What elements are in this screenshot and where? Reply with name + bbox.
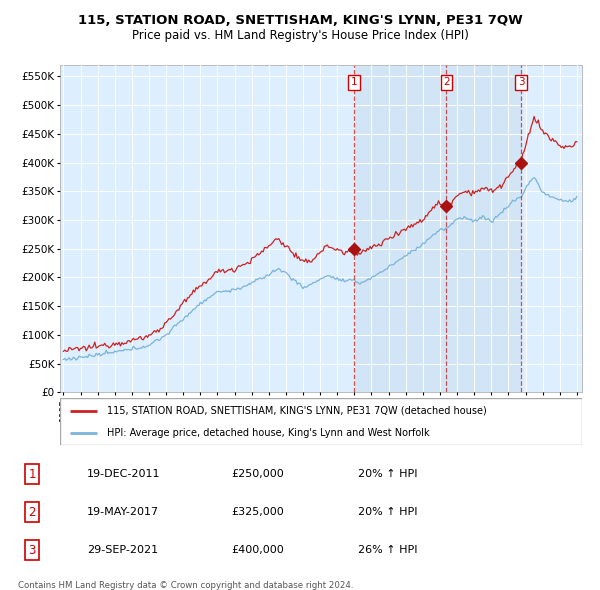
Text: 26% ↑ HPI: 26% ↑ HPI bbox=[358, 545, 417, 555]
Text: 3: 3 bbox=[518, 77, 524, 87]
Text: HPI: Average price, detached house, King's Lynn and West Norfolk: HPI: Average price, detached house, King… bbox=[107, 428, 430, 438]
Bar bbox=[354, 65, 521, 392]
Text: £325,000: £325,000 bbox=[231, 507, 284, 517]
Text: 115, STATION ROAD, SNETTISHAM, KING'S LYNN, PE31 7QW: 115, STATION ROAD, SNETTISHAM, KING'S LY… bbox=[77, 14, 523, 27]
Text: £250,000: £250,000 bbox=[231, 469, 284, 479]
Text: 2: 2 bbox=[443, 77, 450, 87]
Text: 19-MAY-2017: 19-MAY-2017 bbox=[87, 507, 159, 517]
Text: £400,000: £400,000 bbox=[231, 545, 284, 555]
FancyBboxPatch shape bbox=[60, 398, 582, 445]
Text: 115, STATION ROAD, SNETTISHAM, KING'S LYNN, PE31 7QW (detached house): 115, STATION ROAD, SNETTISHAM, KING'S LY… bbox=[107, 406, 487, 416]
Text: Price paid vs. HM Land Registry's House Price Index (HPI): Price paid vs. HM Land Registry's House … bbox=[131, 29, 469, 42]
Text: 3: 3 bbox=[28, 544, 36, 557]
Text: 1: 1 bbox=[350, 77, 357, 87]
Text: 29-SEP-2021: 29-SEP-2021 bbox=[87, 545, 158, 555]
Text: 1: 1 bbox=[28, 468, 36, 481]
Text: 20% ↑ HPI: 20% ↑ HPI bbox=[358, 507, 417, 517]
Text: 20% ↑ HPI: 20% ↑ HPI bbox=[358, 469, 417, 479]
Text: Contains HM Land Registry data © Crown copyright and database right 2024.
This d: Contains HM Land Registry data © Crown c… bbox=[18, 581, 353, 590]
Text: 19-DEC-2011: 19-DEC-2011 bbox=[87, 469, 160, 479]
Text: 2: 2 bbox=[28, 506, 36, 519]
